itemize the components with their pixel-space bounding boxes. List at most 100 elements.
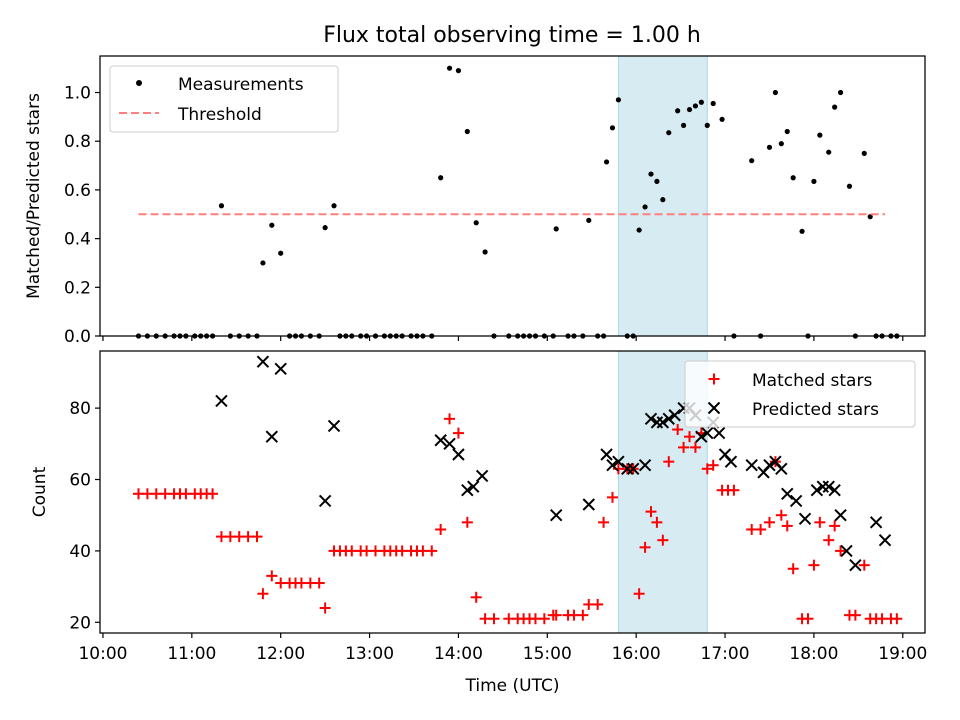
measurement-point bbox=[698, 99, 704, 105]
measurement-point bbox=[749, 158, 755, 164]
matched-point bbox=[683, 431, 695, 443]
matched-point bbox=[755, 523, 767, 535]
ratio-axes: 0.0 0.2 0.4 0.6 0.8 1.0 bbox=[64, 84, 904, 347]
matched-point bbox=[787, 563, 799, 575]
legend-predicted-marker bbox=[707, 401, 721, 415]
x-tick-label: 15:00 bbox=[523, 644, 572, 664]
x-tick-label: 14:00 bbox=[434, 644, 483, 664]
legend-predicted-label: Predicted stars bbox=[752, 400, 879, 420]
matched-point bbox=[266, 570, 278, 582]
matched-point bbox=[319, 602, 331, 614]
y-tick-label: 60 bbox=[69, 471, 91, 491]
matched-point bbox=[663, 456, 675, 468]
matched-point bbox=[577, 609, 589, 621]
predicted-point bbox=[644, 412, 658, 426]
x-tick-label: 11:00 bbox=[167, 644, 216, 664]
matched-point bbox=[251, 531, 263, 543]
predicted-point bbox=[274, 362, 287, 376]
y-tick-label: 80 bbox=[69, 399, 91, 419]
measurement-point bbox=[464, 128, 470, 135]
predicted-point bbox=[849, 558, 862, 572]
ratio-legend: Measurements Threshold bbox=[109, 65, 339, 133]
count-points bbox=[133, 355, 903, 625]
matched-point bbox=[633, 588, 645, 600]
legend-matched-label: Matched stars bbox=[752, 371, 872, 391]
count-y-axis-label: Count bbox=[30, 466, 50, 517]
matched-point bbox=[781, 520, 793, 532]
measurement-point bbox=[861, 150, 867, 156]
ratio-legend-box bbox=[109, 65, 339, 133]
predicted-point bbox=[662, 412, 675, 426]
predicted-point bbox=[745, 459, 758, 472]
measurement-point bbox=[331, 203, 337, 209]
matched-point bbox=[606, 491, 618, 503]
measurement-point bbox=[719, 116, 725, 122]
measurement-point bbox=[446, 65, 453, 71]
matched-point bbox=[835, 545, 847, 557]
predicted-point bbox=[869, 516, 883, 529]
measurement-point bbox=[278, 250, 284, 256]
measurement-point bbox=[642, 204, 648, 210]
predicted-point bbox=[840, 544, 853, 558]
legend-measurements-label: Measurements bbox=[178, 75, 304, 95]
matched-point bbox=[426, 545, 438, 557]
predicted-point bbox=[834, 508, 847, 522]
measurement-point bbox=[692, 103, 699, 109]
measurement-point bbox=[799, 228, 805, 234]
measurement-point bbox=[438, 175, 444, 181]
measurement-point bbox=[269, 222, 275, 228]
y-tick-label: 1.0 bbox=[64, 84, 91, 104]
measurement-point bbox=[660, 197, 666, 203]
measurement-point bbox=[832, 104, 838, 110]
predicted-point bbox=[810, 484, 824, 497]
predicted-point bbox=[656, 416, 670, 429]
matched-point bbox=[435, 523, 447, 535]
predicted-point bbox=[798, 512, 812, 525]
matched-point bbox=[808, 559, 820, 571]
count-legend-box bbox=[684, 360, 916, 428]
matched-point bbox=[775, 509, 787, 521]
matched-point bbox=[645, 506, 657, 518]
matched-point bbox=[689, 441, 701, 453]
measurement-point bbox=[778, 141, 784, 147]
matched-point bbox=[802, 613, 814, 625]
predicted-point bbox=[789, 494, 803, 508]
y-tick-label: 0.0 bbox=[64, 327, 91, 347]
measurement-point bbox=[473, 220, 479, 226]
measurement-point bbox=[817, 132, 823, 138]
y-tick-label: 0.8 bbox=[64, 132, 91, 152]
predicted-point bbox=[712, 426, 726, 440]
measurement-point bbox=[837, 89, 844, 96]
measurement-point bbox=[867, 214, 873, 220]
chart-title: Flux total observing time = 1.00 h bbox=[323, 23, 701, 48]
count-plot-frame bbox=[99, 350, 926, 634]
count-panel: 20 40 60 80 10:00 11:00 12:00 13:00 14:00 15:00 16… bbox=[30, 350, 927, 696]
predicted-point bbox=[724, 455, 738, 468]
matched-point bbox=[444, 413, 456, 425]
observing-window-band bbox=[617, 55, 708, 337]
measurement-point bbox=[666, 130, 672, 136]
measurement-point bbox=[846, 183, 853, 189]
x-tick-label: 19:00 bbox=[878, 644, 927, 664]
matched-point bbox=[488, 613, 500, 625]
x-tick-label: 13:00 bbox=[345, 644, 394, 664]
matched-point bbox=[207, 488, 219, 500]
matched-point bbox=[592, 598, 604, 610]
measurement-point bbox=[826, 149, 832, 155]
predicted-point bbox=[318, 494, 332, 508]
y-tick-label: 40 bbox=[69, 542, 91, 562]
measurement-point bbox=[322, 225, 328, 231]
matched-point bbox=[639, 541, 651, 553]
predicted-point bbox=[822, 480, 835, 493]
measurement-point bbox=[218, 203, 225, 209]
legend-threshold-label: Threshold bbox=[177, 105, 262, 125]
predicted-point bbox=[256, 355, 270, 368]
matched-point bbox=[598, 516, 610, 528]
legend-measurement-marker bbox=[136, 80, 142, 86]
measurement-point bbox=[704, 122, 710, 128]
measurement-point bbox=[675, 108, 681, 114]
measurement-point bbox=[553, 226, 559, 232]
predicted-point bbox=[775, 462, 788, 476]
matched-point bbox=[858, 559, 870, 571]
x-tick-label: 17:00 bbox=[701, 644, 750, 664]
